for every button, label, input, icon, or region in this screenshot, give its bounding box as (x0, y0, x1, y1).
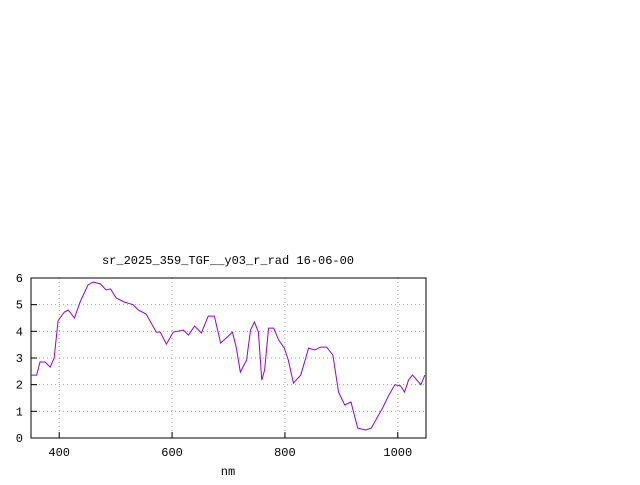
x-axis-label: nm (221, 465, 235, 479)
x-tick-label: 1000 (383, 446, 412, 460)
y-tick-label: 6 (16, 272, 23, 286)
y-tick-label: 1 (16, 405, 23, 419)
y-tick-label: 5 (16, 299, 23, 313)
data-line (31, 281, 426, 431)
y-tick-label: 3 (16, 352, 23, 366)
chart-title: sr_2025_359_TGF__y03_r_rad 16-06-00 (102, 254, 354, 268)
x-tick-label: 400 (48, 446, 70, 460)
x-tick-label: 800 (274, 446, 296, 460)
y-tick-label: 4 (16, 325, 23, 339)
plot-frame (30, 277, 427, 439)
x-tick-label: 600 (161, 446, 183, 460)
y-tick-label: 0 (16, 432, 23, 446)
y-tick-label: 2 (16, 379, 23, 393)
